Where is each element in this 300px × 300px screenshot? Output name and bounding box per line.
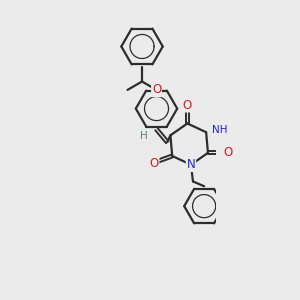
- Text: H: H: [140, 131, 148, 142]
- Text: O: O: [223, 146, 232, 159]
- Text: N: N: [187, 158, 195, 171]
- Text: O: O: [149, 157, 159, 169]
- Text: O: O: [152, 83, 161, 96]
- Text: NH: NH: [212, 125, 227, 135]
- Text: O: O: [183, 99, 192, 112]
